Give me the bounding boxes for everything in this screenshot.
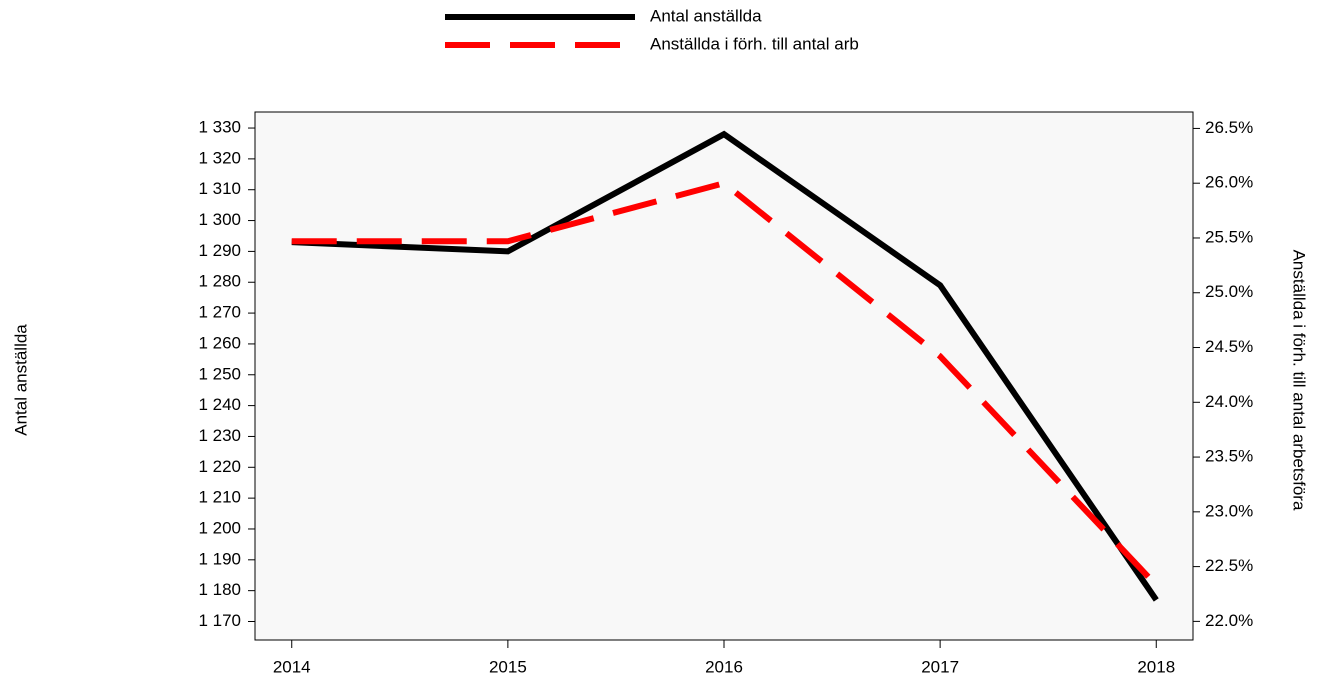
- y-tick-label: 1 180: [198, 580, 241, 599]
- y-tick-label: 1 270: [198, 303, 241, 322]
- y-tick-label: 1 300: [198, 210, 241, 229]
- y-tick-label: 1 280: [198, 272, 241, 291]
- y-tick-label: 1 170: [198, 611, 241, 630]
- y-tick-label: 1 200: [198, 518, 241, 537]
- legend-label: Antal anställda: [650, 6, 762, 25]
- plot-area: [254, 111, 1194, 641]
- y-tick-label: 1 240: [198, 395, 241, 414]
- y2-tick-label: 25.0%: [1205, 282, 1253, 301]
- y-tick-label: 1 250: [198, 364, 241, 383]
- y-tick-label: 1 320: [198, 148, 241, 167]
- y-tick-label: 1 220: [198, 457, 241, 476]
- x-tick-label: 2016: [705, 657, 743, 676]
- series-line: [291, 179, 1159, 588]
- y-axis-label: Antal anställda: [11, 324, 30, 436]
- y-tick-label: 1 210: [198, 488, 241, 507]
- y2-tick-label: 23.5%: [1205, 447, 1253, 466]
- y-tick-label: 1 330: [198, 118, 241, 137]
- y2-tick-label: 26.0%: [1205, 173, 1253, 192]
- x-tick-label: 2017: [921, 657, 959, 676]
- y2-tick-label: 24.0%: [1205, 392, 1253, 411]
- y-tick-label: 1 190: [198, 549, 241, 568]
- y2-tick-label: 24.5%: [1205, 337, 1253, 356]
- y2-axis-label: Anställda i förh. till antal arbetsföra: [1290, 250, 1309, 511]
- y2-tick-label: 25.5%: [1205, 227, 1253, 246]
- y-tick-label: 1 290: [198, 241, 241, 260]
- series-line: [291, 130, 1159, 602]
- x-tick-label: 2014: [273, 657, 311, 676]
- y2-tick-label: 22.5%: [1205, 556, 1253, 575]
- y-tick-label: 1 260: [198, 333, 241, 352]
- legend-label: Anställda i förh. till antal arb: [650, 34, 859, 53]
- x-tick-label: 2018: [1137, 657, 1175, 676]
- y2-tick-label: 22.0%: [1205, 611, 1253, 630]
- x-tick-label: 2015: [489, 657, 527, 676]
- y2-tick-label: 26.5%: [1205, 118, 1253, 137]
- y-tick-label: 1 310: [198, 179, 241, 198]
- y2-tick-label: 23.0%: [1205, 501, 1253, 520]
- y-tick-label: 1 230: [198, 426, 241, 445]
